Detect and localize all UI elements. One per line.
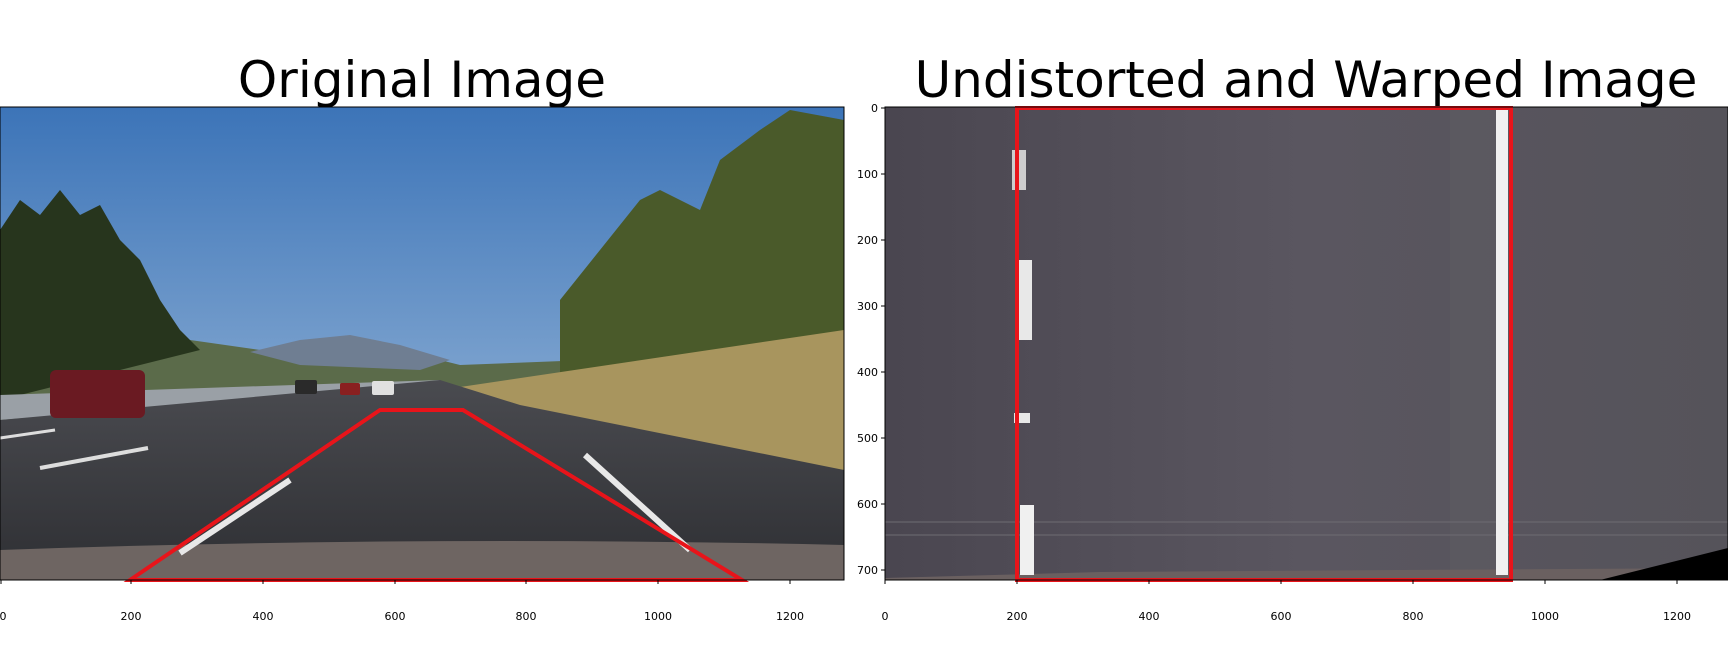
left-x-tick-label: 400	[253, 610, 274, 623]
right-x-tick-marks	[884, 580, 1678, 584]
right-y-tick-label: 400	[857, 366, 878, 379]
right-y-tick-label: 200	[857, 234, 878, 247]
right-axes-frame	[884, 106, 1728, 581]
right-x-tick-label: 1200	[1663, 610, 1691, 623]
left-x-tick-marks	[0, 580, 791, 584]
panel-title-warped: Undistorted and Warped Image	[914, 51, 1698, 109]
left-x-tick-label: 0	[0, 610, 7, 623]
left-x-tick-label: 800	[516, 610, 537, 623]
right-y-tick-label: 700	[857, 564, 878, 577]
right-y-tick-label: 500	[857, 432, 878, 445]
right-x-tick-label: 600	[1271, 610, 1292, 623]
right-y-tick-label: 100	[857, 168, 878, 181]
warped-road-photo	[885, 107, 1728, 580]
left-x-tick-label: 600	[385, 610, 406, 623]
right-y-tick-label: 600	[857, 498, 878, 511]
left-x-tick-label: 1000	[644, 610, 672, 623]
right-x-tick-label: 200	[1007, 610, 1028, 623]
right-x-tick-label: 800	[1403, 610, 1424, 623]
right-x-tick-label: 0	[882, 610, 889, 623]
right-y-tick-marks	[881, 107, 885, 571]
left-axes-frame	[0, 106, 845, 581]
right-x-tick-label: 400	[1139, 610, 1160, 623]
right-y-tick-label: 0	[871, 102, 878, 115]
original-road-photo	[0, 107, 844, 580]
left-x-tick-label: 200	[121, 610, 142, 623]
left-x-tick-label: 1200	[776, 610, 804, 623]
panel-title-original: Original Image	[237, 51, 607, 109]
right-y-tick-label: 300	[857, 300, 878, 313]
right-x-tick-label: 1000	[1531, 610, 1559, 623]
